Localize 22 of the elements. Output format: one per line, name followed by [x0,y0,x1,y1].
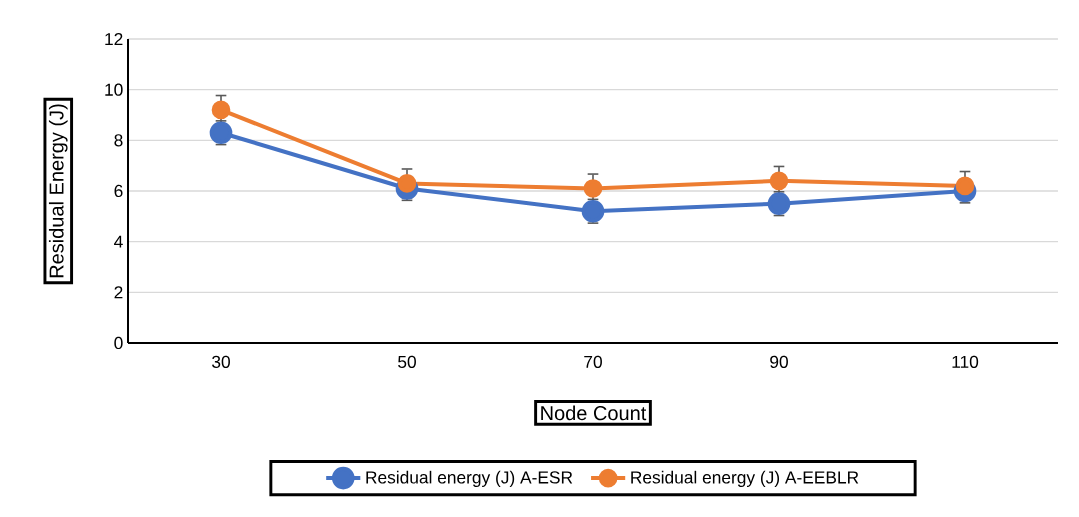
y-tick-label: 2 [114,286,123,299]
point [397,174,417,193]
point [583,179,603,198]
x-axis-title: Node Count [541,405,647,421]
y-tick-label: 12 [105,32,123,46]
x-tick-label: 50 [398,355,416,368]
x-tick-label: 70 [584,355,602,368]
legend-label: Residual energy (J) A-EEBLR [631,470,859,487]
x-tick-label: 90 [770,355,788,368]
point [769,171,789,191]
y-tick-label: 6 [114,184,123,198]
y-axis-title: Residual Energy (J) [48,104,68,278]
legend-label: Residual energy (J) A-ESR [366,470,573,487]
point [955,176,975,196]
y-tick-label: 0 [114,336,123,350]
y-tick-label: 4 [114,235,123,248]
point [211,100,231,120]
x-tick-label: 110 [952,355,979,368]
y-tick-label: 10 [105,83,123,96]
y-tick-label: 8 [114,134,123,147]
x-tick-label: 30 [212,355,230,368]
point [767,192,791,215]
